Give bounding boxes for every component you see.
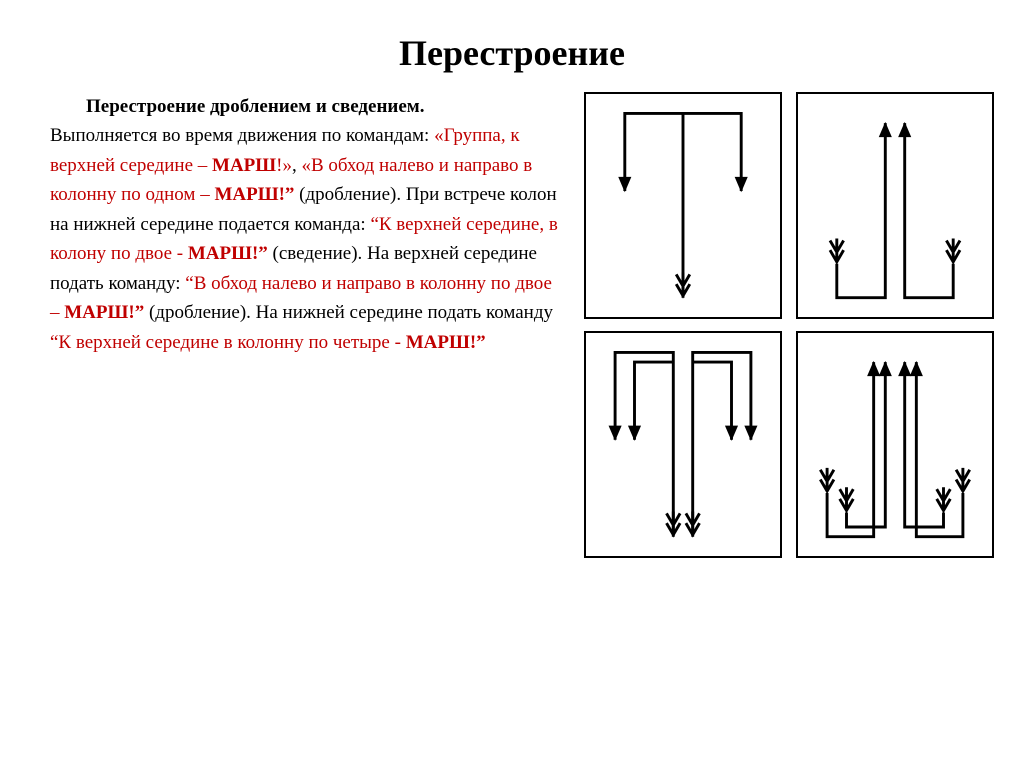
feather-icon xyxy=(840,487,854,510)
arrowhead-icon xyxy=(609,426,621,440)
diagram-grid xyxy=(560,92,994,558)
flow-path xyxy=(905,123,954,298)
arrowhead-icon xyxy=(619,177,631,191)
diagram-panel-bl xyxy=(584,331,782,558)
feather-icon xyxy=(820,468,834,491)
flow-path xyxy=(916,362,963,537)
feather-icon xyxy=(956,468,970,491)
arrowhead-icon xyxy=(911,362,923,376)
flow-path xyxy=(625,113,683,297)
flow-path xyxy=(615,352,673,536)
text-span: МАРШ!” xyxy=(188,243,268,264)
body-text: Выполняется во время движения по команда… xyxy=(50,121,560,357)
diagram-panel-br xyxy=(796,331,994,558)
arrowhead-icon xyxy=(745,426,757,440)
feather-icon xyxy=(937,487,951,510)
flow-path xyxy=(635,362,674,440)
arrowhead-icon xyxy=(899,123,911,137)
flow-path xyxy=(693,352,751,536)
arrowhead-icon xyxy=(629,426,641,440)
text-span: МАРШ!” xyxy=(214,184,294,205)
flow-path xyxy=(683,113,741,191)
content-area: Перестроение дроблением и сведением. Вып… xyxy=(0,74,1024,558)
subtitle: Перестроение дроблением и сведением. xyxy=(50,92,560,121)
feather-icon xyxy=(830,239,844,262)
arrowhead-icon xyxy=(879,362,891,376)
text-column: Перестроение дроблением и сведением. Вып… xyxy=(50,92,560,558)
text-span: !» xyxy=(276,155,292,176)
arrowhead-icon xyxy=(735,177,747,191)
feather-icon xyxy=(667,512,681,535)
text-span: (дробление). На нижней середине подать к… xyxy=(144,302,553,323)
arrowhead-icon xyxy=(879,123,891,137)
arrowhead-icon xyxy=(868,362,880,376)
feather-icon xyxy=(946,239,960,262)
text-span: Выполняется во время движения по команда… xyxy=(50,125,434,146)
text-span: МАРШ!” xyxy=(64,302,144,323)
flow-path xyxy=(693,362,732,440)
text-span: “К верхней середине в колонну по четыре … xyxy=(50,332,406,353)
text-span: МАРШ!” xyxy=(406,332,486,353)
text-span: МАРШ xyxy=(212,155,276,176)
page-title: Перестроение xyxy=(0,0,1024,74)
arrowhead-icon xyxy=(726,426,738,440)
arrowhead-icon xyxy=(899,362,911,376)
feather-icon xyxy=(676,272,690,295)
diagram-panel-tl xyxy=(584,92,782,319)
feather-icon xyxy=(686,512,700,535)
flow-path xyxy=(837,123,886,298)
flow-path xyxy=(827,362,874,537)
diagram-panel-tr xyxy=(796,92,994,319)
